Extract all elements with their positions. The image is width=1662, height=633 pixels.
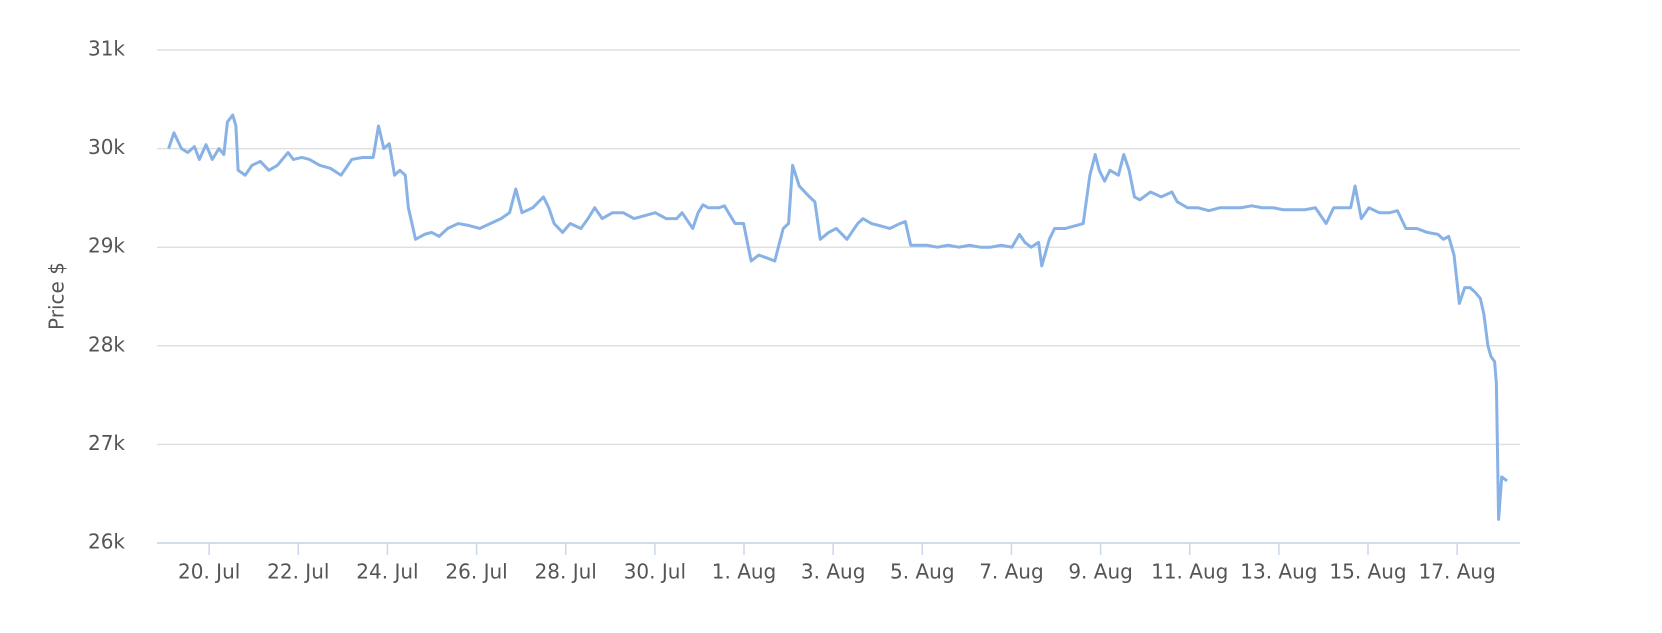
y-tick-label: 30k	[88, 135, 125, 159]
y-tick-label: 31k	[88, 37, 125, 61]
x-tick-label: 3. Aug	[801, 560, 866, 584]
x-tick-label: 20. Jul	[178, 560, 240, 584]
y-tick-label: 29k	[88, 234, 125, 258]
x-tick-label: 1. Aug	[712, 560, 777, 584]
y-tick-label: 28k	[88, 332, 125, 356]
x-tick-label: 28. Jul	[535, 560, 597, 584]
x-tick-label: 24. Jul	[356, 560, 418, 584]
price-line	[167, 113, 1508, 521]
x-tick-label: 9. Aug	[1068, 560, 1133, 584]
x-tick-label: 5. Aug	[890, 560, 955, 584]
x-tick-label: 15. Aug	[1329, 560, 1406, 584]
x-tick-label: 17. Aug	[1419, 560, 1496, 584]
x-tick-label: 11. Aug	[1151, 560, 1228, 584]
x-tick-label: 26. Jul	[445, 560, 507, 584]
x-tick-label: 30. Jul	[624, 560, 686, 584]
y-tick-label: 26k	[88, 530, 125, 554]
y-axis-label: Price $	[45, 262, 69, 330]
x-tick-label: 13. Aug	[1240, 560, 1317, 584]
y-tick-label: 27k	[88, 431, 125, 455]
x-tick-label: 7. Aug	[979, 560, 1044, 584]
x-tick-label: 22. Jul	[267, 560, 329, 584]
